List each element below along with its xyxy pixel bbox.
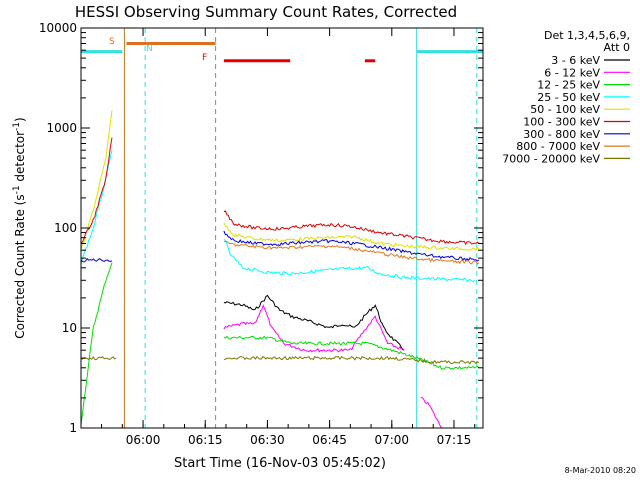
y-axis-label: Corrected Count Rate (s-1 detector-1) [12, 117, 27, 338]
series-line-8-1 [223, 355, 480, 365]
y-tick-label-1: 10 [62, 321, 77, 335]
legend-label-4: 50 - 100 keV [530, 103, 600, 116]
legend-label-2: 12 - 25 keV [537, 79, 600, 92]
series-line-1-0 [223, 304, 405, 353]
series-line-8-0 [80, 356, 117, 361]
footer-date: 8-Mar-2010 08:20 [565, 466, 636, 475]
x-tick-label-1: 06:15 [188, 433, 223, 447]
x-tick-label-0: 06:00 [126, 433, 161, 447]
series-line-6-1 [223, 230, 480, 262]
n-marker-label: N [146, 44, 153, 54]
legend-label-6: 300 - 800 keV [523, 128, 600, 141]
legend-title: Det 1,3,4,5,6,9, [544, 29, 630, 42]
y-tick-label-2: 100 [54, 221, 77, 235]
y-axis-label-sup2: -1 [12, 122, 22, 131]
series-line-2-1 [223, 335, 480, 370]
series-line-5-1 [223, 210, 480, 246]
axes: 06:00 06:15 06:30 06:45 07:00 07:15 1 10 100 1000… [39, 21, 483, 447]
flag-labels: S N F [109, 37, 207, 63]
series-layer [80, 110, 480, 429]
series-line-5-0 [80, 137, 113, 244]
legend-label-1: 6 - 12 keV [544, 66, 600, 79]
x-tick-label-3: 06:45 [312, 433, 347, 447]
legend-label-7: 800 - 7000 keV [516, 140, 600, 153]
f-marker-label: F [202, 53, 207, 63]
flag-bars [81, 41, 483, 63]
y-axis-label-part3: ) [13, 117, 27, 122]
y-tick-label-0: 1 [69, 421, 77, 435]
y-axis-label-sup1: -1 [12, 185, 22, 194]
x-axis-label: Start Time (16-Nov-03 05:45:02) [174, 456, 386, 471]
legend-label-0: 3 - 6 keV [551, 54, 600, 67]
legend-subtitle: Att 0 [604, 41, 630, 54]
series-line-3-1 [223, 238, 475, 283]
series-line-4-1 [223, 222, 480, 252]
legend-label-5: 100 - 300 keV [523, 116, 600, 129]
series-line-0-0 [223, 294, 405, 351]
x-tick-label-2: 06:30 [250, 433, 285, 447]
x-tick-label-4: 07:00 [374, 433, 409, 447]
legend-label-8: 7000 - 20000 keV [502, 152, 600, 165]
series-line-1-1 [420, 397, 442, 429]
y-axis-label-part2: detector [13, 131, 27, 186]
y-axis-label-part1: Corrected Count Rate (s [13, 194, 27, 338]
series-line-7-0 [223, 240, 480, 265]
x-tick-label-5: 07:15 [437, 433, 472, 447]
vertical-markers [123, 28, 478, 428]
chart-title: HESSI Observing Summary Count Rates, Cor… [75, 3, 457, 21]
legend-label-3: 25 - 50 keV [537, 91, 600, 104]
series-line-2-0 [80, 262, 113, 426]
series-line-6-0 [80, 257, 113, 263]
y-tick-label-3: 1000 [46, 121, 77, 135]
s-marker-label: S [109, 37, 115, 47]
y-tick-label-4: 10000 [39, 21, 77, 35]
